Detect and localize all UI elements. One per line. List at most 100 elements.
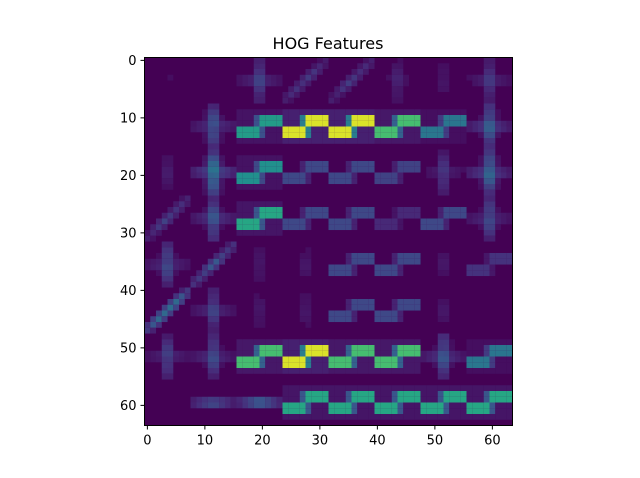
heatmap-cell	[432, 408, 438, 415]
heatmap-cell	[443, 258, 450, 265]
heatmap-cell	[397, 74, 404, 81]
heatmap-cell	[340, 224, 346, 231]
heatmap-cell	[317, 339, 323, 346]
heatmap-cell	[167, 310, 174, 317]
heatmap-cell	[150, 322, 157, 328]
heatmap-cell	[449, 115, 456, 121]
heatmap-cell	[345, 86, 352, 93]
heatmap-cell	[294, 218, 300, 225]
heatmap-cell	[150, 316, 157, 323]
heatmap-cell	[242, 345, 249, 351]
heatmap-cell	[449, 402, 456, 409]
heatmap-cell	[161, 270, 168, 277]
heatmap-cell	[311, 74, 318, 81]
heatmap-cell	[328, 310, 335, 317]
heatmap-cell	[414, 299, 421, 305]
heatmap-cell	[437, 350, 444, 357]
heatmap-cell	[386, 178, 392, 185]
heatmap-cell	[202, 166, 208, 173]
heatmap-cell	[363, 356, 369, 363]
heatmap-cell	[437, 414, 444, 420]
heatmap-cell	[472, 212, 479, 219]
heatmap-cell	[242, 218, 249, 225]
heatmap-cell	[397, 161, 404, 167]
heatmap-cell	[386, 350, 392, 357]
heatmap-cell	[351, 132, 358, 139]
heatmap-cell	[455, 391, 461, 397]
heatmap-cell	[294, 368, 300, 374]
heatmap-cell	[363, 350, 369, 357]
heatmap-cell	[276, 345, 283, 351]
heatmap-cell	[432, 402, 438, 409]
heatmap-cell	[449, 120, 456, 127]
heatmap-cell	[478, 270, 484, 277]
heatmap-cell	[271, 161, 277, 167]
heatmap-cell	[230, 166, 237, 173]
heatmap-cell	[219, 115, 226, 121]
heatmap-cell	[345, 172, 352, 179]
heatmap-cell	[265, 402, 272, 409]
heatmap-cell	[472, 402, 479, 409]
heatmap-cell	[345, 350, 352, 357]
heatmap-cell	[443, 126, 450, 133]
heatmap-cell	[374, 362, 381, 369]
heatmap-cell	[207, 195, 214, 202]
heatmap-cell	[213, 224, 220, 231]
x-tick-label: 40	[369, 434, 386, 449]
heatmap-cell	[363, 408, 369, 415]
heatmap-cell	[202, 178, 208, 185]
heatmap-cell	[489, 178, 496, 185]
heatmap-cell	[455, 212, 461, 219]
heatmap-cell	[374, 224, 381, 231]
heatmap-cell	[213, 333, 220, 340]
y-tick-label: 30	[120, 226, 137, 241]
heatmap-cell	[357, 138, 364, 144]
heatmap-cell	[437, 155, 444, 162]
heatmap-cell	[403, 166, 410, 173]
heatmap-cell	[167, 350, 174, 357]
heatmap-cell	[426, 356, 433, 363]
heatmap-cell	[391, 212, 398, 219]
heatmap-cell	[351, 339, 358, 346]
heatmap-cell	[403, 356, 410, 363]
heatmap-cell	[322, 207, 329, 213]
heatmap-cell	[219, 166, 226, 173]
heatmap-cell	[259, 402, 266, 409]
heatmap-cell	[460, 391, 467, 397]
heatmap-cell	[305, 368, 312, 374]
heatmap-cell	[207, 264, 214, 271]
heatmap-cell	[317, 115, 323, 121]
heatmap-cell	[449, 138, 456, 144]
heatmap-cell	[167, 281, 174, 288]
heatmap-cell	[173, 258, 180, 265]
heatmap-cell	[167, 166, 174, 173]
heatmap-cell	[501, 253, 507, 259]
heatmap-cell	[259, 201, 266, 208]
heatmap-cell	[340, 310, 346, 317]
heatmap-cell	[288, 391, 295, 397]
heatmap-cell	[253, 109, 260, 116]
heatmap-cell	[368, 350, 375, 357]
heatmap-cell	[386, 218, 392, 225]
heatmap-cell	[357, 253, 364, 259]
heatmap-cell	[236, 161, 243, 167]
heatmap-cell	[334, 97, 341, 104]
heatmap-cell	[322, 385, 329, 392]
heatmap-cell	[414, 166, 421, 173]
heatmap-cell	[294, 132, 300, 139]
heatmap-cell	[489, 224, 496, 231]
heatmap-cell	[242, 80, 249, 87]
heatmap-cell	[437, 74, 444, 81]
heatmap-cell	[483, 69, 490, 75]
heatmap-cell	[368, 120, 375, 127]
heatmap-cell	[156, 356, 162, 363]
heatmap-cell	[311, 356, 318, 363]
heatmap-cell	[248, 339, 254, 346]
heatmap-cell	[213, 126, 220, 133]
heatmap-cell	[202, 161, 208, 167]
heatmap-cell	[443, 316, 450, 323]
heatmap-cell	[248, 166, 254, 173]
heatmap-cell	[397, 402, 404, 409]
heatmap-cell	[506, 258, 513, 265]
